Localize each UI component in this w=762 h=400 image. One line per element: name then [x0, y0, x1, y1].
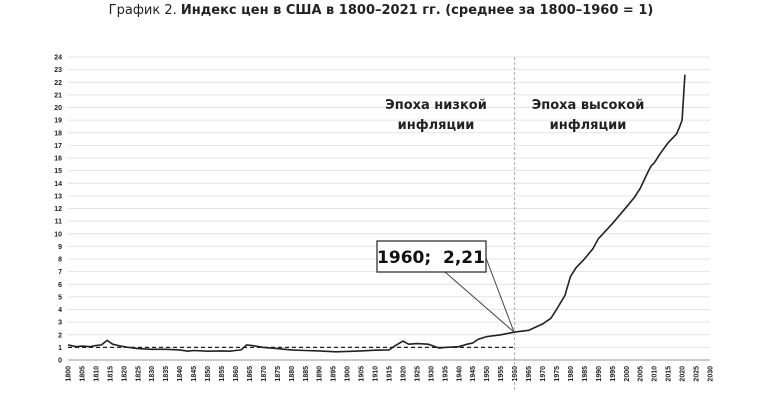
- x-tick-label: 1960: [512, 366, 519, 382]
- callout-label: 1960; 2,21: [377, 248, 485, 268]
- y-tick-label: 16: [54, 156, 62, 163]
- x-tick-label: 2025: [694, 366, 701, 382]
- y-tick-label: 6: [58, 282, 62, 289]
- y-tick-label: 11: [55, 219, 63, 226]
- x-tick-label: 1860: [233, 366, 240, 382]
- x-tick-label: 2030: [708, 366, 715, 382]
- x-tick-label: 1820: [121, 366, 128, 382]
- x-tick-label: 1930: [428, 366, 435, 382]
- high-inflation-label-1: Эпоха высокой: [532, 98, 645, 113]
- callout-pointer-right: [485, 257, 515, 333]
- x-tick-label: 1925: [414, 366, 421, 382]
- y-tick-label: 14: [54, 181, 62, 188]
- price-index-line: [67, 74, 686, 353]
- x-tick-label: 1975: [554, 366, 561, 382]
- y-tick-label: 4: [58, 307, 62, 314]
- x-tick-label: 2005: [638, 366, 645, 382]
- x-tick-label: 1970: [540, 366, 547, 382]
- y-tick-label: 7: [58, 269, 62, 276]
- x-tick-label: 1875: [275, 366, 282, 382]
- callout-box: [376, 240, 487, 273]
- y-tick-label: 9: [58, 244, 62, 251]
- x-tick-label: 1935: [442, 366, 449, 382]
- x-tick-label: 1950: [484, 366, 491, 382]
- x-tick-label: 1940: [456, 366, 463, 382]
- x-tick-label: 1840: [177, 366, 184, 382]
- y-tick-label: 13: [54, 193, 62, 200]
- low-inflation-label-2: инфляции: [398, 118, 475, 133]
- x-tick-label: 1810: [93, 366, 100, 382]
- high-inflation-label-2: инфляции: [550, 118, 627, 133]
- x-tick-label: 1910: [373, 366, 380, 382]
- x-tick-label: 1945: [470, 366, 477, 382]
- y-tick-label: 20: [54, 105, 62, 112]
- y-tick-label: 21: [54, 92, 62, 99]
- title-main: Индекс цен в США в 1800–2021 гг. (средне…: [180, 3, 654, 18]
- x-tick-label: 1920: [400, 366, 407, 382]
- x-tick-label: 1825: [135, 366, 142, 382]
- y-tick-label: 23: [54, 67, 62, 74]
- chart-title: График 2. Индекс цен в США в 1800–2021 г…: [0, 3, 762, 19]
- y-tick-label: 12: [54, 206, 62, 213]
- y-tick-label: 0: [58, 358, 62, 365]
- y-tick-label: 3: [58, 320, 62, 327]
- y-tick-label: 18: [54, 130, 62, 137]
- y-tick-label: 8: [58, 257, 62, 264]
- x-tick-label: 2010: [652, 366, 659, 382]
- x-tick-label: 2000: [624, 366, 631, 382]
- title-prefix: График 2.: [108, 3, 177, 18]
- x-tick-label: 1855: [219, 366, 226, 382]
- y-tick-label: 15: [54, 168, 62, 175]
- x-tick-label: 1890: [317, 366, 324, 382]
- y-tick-label: 22: [54, 80, 62, 87]
- x-tick-label: 1870: [261, 366, 268, 382]
- x-tick-label: 1800: [66, 366, 73, 382]
- x-tick-label: 1965: [526, 366, 533, 382]
- x-tick-label: 1955: [498, 366, 505, 382]
- x-tick-label: 1900: [345, 366, 352, 382]
- y-tick-label: 5: [58, 294, 62, 301]
- x-tick-label: 1865: [247, 366, 254, 382]
- x-tick-label: 1980: [568, 366, 575, 382]
- x-tick-label: 1835: [163, 366, 170, 382]
- x-tick-label: 1885: [303, 366, 310, 382]
- x-tick-label: 2015: [666, 366, 673, 382]
- x-tick-label: 1845: [191, 366, 198, 382]
- x-tick-label: 1805: [79, 366, 86, 382]
- x-tick-label: 1905: [359, 366, 366, 382]
- y-tick-label: 24: [54, 55, 62, 62]
- low-inflation-label-1: Эпоха низкой: [385, 98, 487, 113]
- x-tick-label: 1995: [610, 366, 617, 382]
- x-tick-label: 1990: [596, 366, 603, 382]
- callout-pointer-left: [444, 271, 515, 333]
- x-tick-label: 2020: [680, 366, 687, 382]
- y-tick-label: 2: [58, 332, 62, 339]
- x-tick-label: 1850: [205, 366, 212, 382]
- y-tick-label: 19: [54, 118, 62, 125]
- x-tick-label: 1915: [387, 366, 394, 382]
- x-tick-label: 1880: [289, 366, 296, 382]
- y-tick-label: 10: [54, 231, 62, 238]
- x-tick-label: 1815: [107, 366, 114, 382]
- y-tick-label: 1: [58, 345, 62, 352]
- x-tick-label: 1830: [149, 366, 156, 382]
- y-tick-label: 17: [54, 143, 62, 150]
- x-tick-label: 1985: [582, 366, 589, 382]
- x-tick-label: 1895: [331, 366, 338, 382]
